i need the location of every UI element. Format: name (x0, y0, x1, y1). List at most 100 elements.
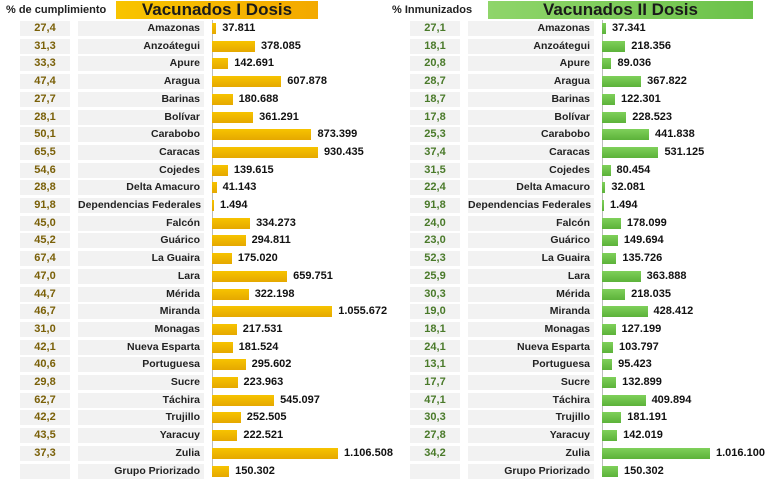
data-bar (602, 465, 618, 477)
data-bar (602, 447, 710, 459)
value-label: 607.878 (287, 75, 327, 88)
category-label: Falcón (468, 215, 594, 231)
chart-title: Vacunados I Dosis (116, 1, 318, 19)
data-bar (602, 270, 641, 282)
category-label: Táchira (468, 392, 594, 408)
data-bar (212, 23, 217, 34)
chart-row: 20,8 Apure 89.036 (390, 56, 780, 72)
category-label: Zulia (78, 445, 204, 461)
data-bar (602, 430, 618, 442)
value-label: 334.273 (256, 216, 296, 229)
percentage-label: 18,7 (410, 91, 460, 107)
category-label: Barinas (468, 91, 594, 107)
data-bar (212, 465, 230, 477)
value-label: 142.019 (623, 429, 663, 442)
category-label: Aragua (468, 74, 594, 90)
percentage-label: 31,0 (20, 321, 70, 337)
data-bar (602, 76, 642, 88)
chart-row: 29,8 Sucre 223.963 (0, 375, 390, 391)
value-label: 178.099 (626, 216, 667, 229)
chart-row: 17,8 Bolívar 228.523 (390, 109, 780, 126)
value-label: 181.191 (627, 411, 668, 424)
percentage-label: 24,1 (410, 339, 460, 355)
value-label: 37.811 (222, 22, 256, 34)
data-bar (602, 40, 626, 52)
chart-row: 24,0 Falcón 178.099 (390, 215, 780, 232)
value-label: 222.521 (243, 429, 284, 442)
percentage-label: 47,4 (20, 74, 70, 90)
data-bar (212, 111, 254, 123)
category-label: La Guaira (468, 251, 594, 267)
pct-header: % de cumplimiento (6, 4, 107, 16)
percentage-label: 33,3 (20, 56, 70, 72)
chart-row: 31,5 Cojedes 80.454 (390, 162, 780, 179)
data-bar (212, 217, 251, 229)
value-label: 252.505 (246, 411, 287, 424)
value-label: 150.302 (235, 464, 275, 477)
value-label: 378.085 (261, 39, 301, 52)
chart-row: 52,3 La Guaira 135.726 (390, 251, 780, 267)
data-bar (602, 253, 617, 265)
data-bar (212, 359, 246, 371)
percentage-label: 44,7 (20, 286, 70, 302)
value-label: 930.435 (323, 145, 364, 158)
data-bar (602, 182, 606, 194)
percentage-label: 47,0 (20, 268, 70, 284)
chart-row: 30,3 Trujillo 181.191 (390, 410, 780, 426)
chart-row: 22,4 Delta Amacuro 32.081 (390, 180, 780, 196)
data-bar (212, 164, 228, 176)
value-label: 295.602 (251, 358, 292, 371)
value-label: 531.125 (664, 145, 705, 158)
percentage-label: 31,5 (410, 162, 460, 178)
value-label: 428.412 (653, 305, 694, 318)
value-label: 103.797 (619, 340, 659, 353)
value-label: 441.838 (654, 128, 695, 141)
chart-row: 43,5 Yaracuy 222.521 (0, 428, 390, 444)
chart-row: Grupo Priorizado 150.302 (0, 463, 390, 480)
category-label: Dependencias Federales (468, 198, 594, 213)
data-bar (212, 182, 217, 194)
data-bar (602, 235, 618, 247)
value-label: 122.301 (620, 92, 661, 105)
chart-row: 47,1 Táchira 409.894 (390, 392, 780, 409)
value-label: 659.751 (293, 269, 333, 282)
chart-row: 18,7 Barinas 122.301 (390, 91, 780, 108)
category-label: La Guaira (78, 251, 204, 267)
percentage-label: 54,6 (20, 162, 70, 178)
percentage-label: 45,0 (20, 215, 70, 231)
chart-row: 25,3 Carabobo 441.838 (390, 127, 780, 143)
data-bar (212, 341, 233, 353)
chart-row: 28,7 Aragua 367.822 (390, 74, 780, 90)
chart-row: 65,5 Caracas 930.435 (0, 144, 390, 161)
value-label: 1.016.100 (716, 446, 765, 459)
chart-row: 13,1 Portuguesa 95.423 (390, 357, 780, 373)
value-label: 217.531 (242, 322, 283, 335)
category-label: Miranda (468, 304, 594, 320)
chart-row: 62,7 Táchira 545.097 (0, 392, 390, 409)
percentage-label (410, 463, 460, 479)
data-bar (212, 430, 238, 442)
category-label: Delta Amacuro (78, 180, 204, 196)
percentage-label: 40,6 (20, 357, 70, 373)
percentage-label: 13,1 (410, 357, 460, 373)
percentage-label: 29,8 (20, 375, 70, 390)
percentage-label: 18,1 (410, 38, 460, 54)
value-label: 32.081 (611, 181, 646, 194)
percentage-label: 25,3 (410, 127, 460, 143)
value-label: 361.291 (259, 110, 299, 123)
percentage-label: 43,5 (20, 428, 70, 444)
chart-row: 27,7 Barinas 180.688 (0, 91, 390, 108)
category-label: Trujillo (78, 410, 204, 426)
value-label: 180.688 (238, 92, 279, 105)
data-bar (602, 359, 613, 371)
chart-row: 37,4 Caracas 531.125 (390, 144, 780, 161)
data-bar (212, 306, 333, 318)
data-bar (212, 76, 282, 88)
category-label: Cojedes (78, 162, 204, 178)
value-label: 37.341 (611, 22, 646, 34)
category-label: Miranda (78, 304, 204, 320)
category-label: Portuguesa (78, 357, 204, 373)
category-label: Caracas (78, 144, 204, 160)
category-label: Apure (78, 56, 204, 72)
chart-row: 47,4 Aragua 607.878 (0, 74, 390, 90)
